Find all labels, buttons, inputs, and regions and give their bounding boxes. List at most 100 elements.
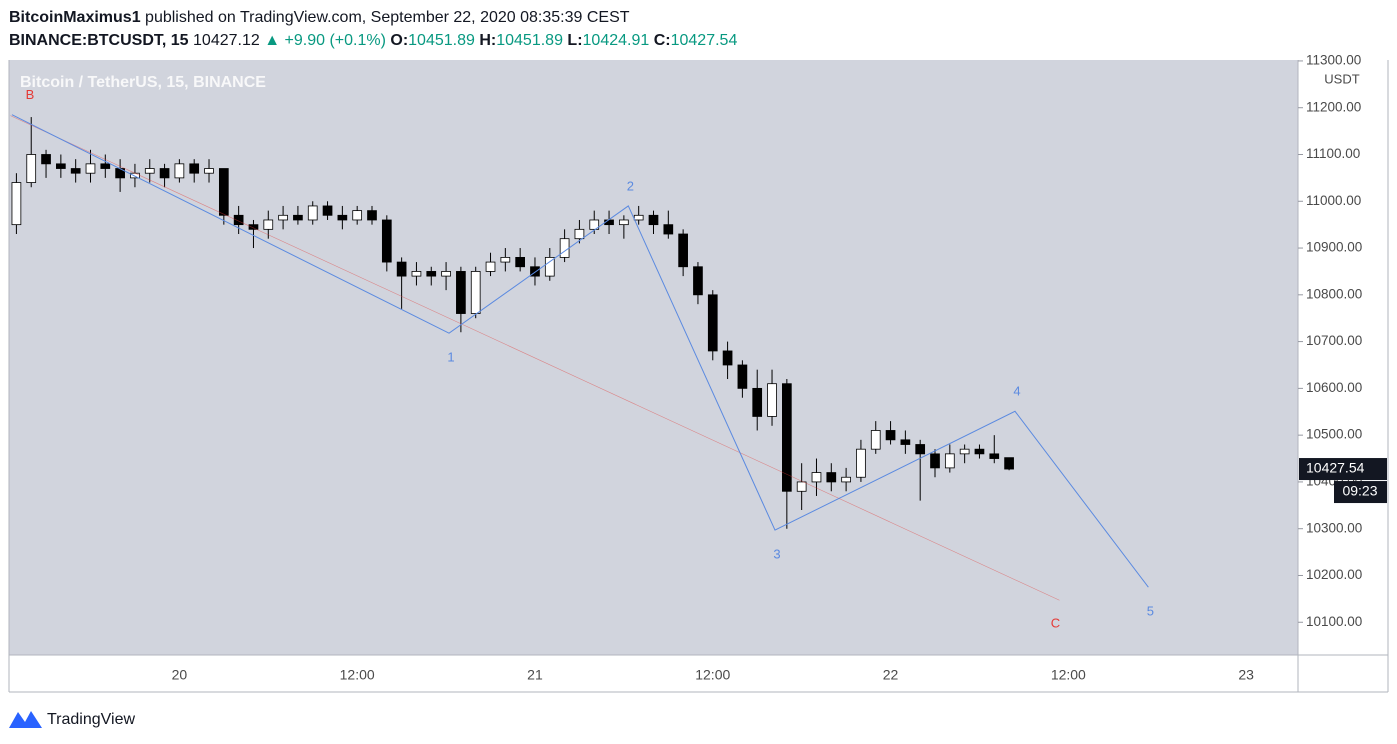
candle-body [396, 261, 407, 277]
y-unit: USDT [1324, 71, 1359, 86]
candle-body [381, 219, 392, 263]
wave-label: B [26, 87, 35, 102]
candle-body [782, 383, 792, 492]
candle-body [841, 476, 851, 483]
y-tick-label: 11200.00 [1306, 99, 1361, 114]
candle-body [722, 350, 733, 366]
candles [11, 117, 1014, 529]
y-tick-label: 10800.00 [1306, 286, 1362, 301]
wave-label: 4 [1013, 384, 1020, 399]
ohlc-label: H: [479, 32, 497, 49]
candle-body [174, 163, 185, 179]
candle-body [70, 168, 81, 174]
header: BitcoinMaximus1 published on TradingView… [9, 6, 737, 52]
candle-body [307, 205, 318, 221]
countdown: 09:23 [1342, 483, 1377, 499]
wave-line [11, 114, 1149, 588]
candle-body [85, 163, 96, 174]
author: BitcoinMaximus1 [9, 9, 141, 26]
candle-body [900, 439, 911, 445]
y-tick-label: 10700.00 [1306, 333, 1362, 348]
y-tick-label: 10900.00 [1306, 240, 1362, 255]
watermark: Bitcoin / TetherUS, 15, BINANCE [20, 74, 266, 91]
wave-label: 2 [627, 178, 634, 193]
x-tick-label: 12:00 [1051, 667, 1086, 683]
candle-body [218, 168, 229, 216]
candle-body [974, 448, 985, 455]
candle-body [930, 453, 940, 469]
y-tick-label: 10200.00 [1306, 567, 1362, 582]
footer-logo: TradingView [9, 711, 135, 728]
candle-body [989, 453, 1000, 459]
candle-body [1004, 457, 1014, 470]
candle-body [544, 256, 555, 277]
brand: TradingView [47, 711, 135, 728]
candle-body [500, 256, 511, 263]
candle-body [678, 233, 688, 268]
candle-body [559, 238, 570, 258]
ohlc-value: 10451.89 [496, 32, 563, 49]
candle-body [322, 205, 333, 216]
candle-body [811, 472, 822, 483]
candle-body [648, 214, 659, 226]
candle-body [337, 214, 348, 221]
ohlc-value: 10451.89 [408, 32, 475, 49]
candle-body [56, 163, 66, 169]
candle-body [248, 224, 259, 230]
candle-body [11, 182, 22, 226]
candle-body [233, 214, 244, 226]
candle-body [693, 266, 703, 296]
change: +9.90 (+0.1%) [284, 32, 386, 49]
candle-body [352, 210, 363, 221]
candle-body [411, 271, 422, 277]
header-line-2: BINANCE:BTCUSDT, 15 10427.12 ▲ +9.90 (+0… [9, 29, 737, 52]
x-tick-label: 20 [172, 667, 188, 683]
candle-body [663, 224, 674, 235]
candle-body [633, 214, 644, 221]
candle-body [885, 430, 896, 441]
x-tick-label: 22 [883, 667, 899, 683]
candle-body [456, 271, 466, 314]
candle-body [515, 256, 525, 268]
logo-icon [9, 711, 42, 728]
candle-body [485, 261, 496, 272]
last-price-badge [1299, 458, 1387, 481]
candle-body [767, 383, 777, 417]
candle-body [856, 448, 866, 478]
candle-body [26, 154, 37, 183]
y-tick-label: 11300.00 [1306, 52, 1361, 67]
candle-body [826, 472, 837, 483]
target-line [10, 115, 1060, 601]
candle-body [144, 168, 155, 174]
candle-body [530, 266, 540, 277]
symbol: BINANCE:BTCUSDT, 15 [9, 32, 189, 49]
countdown-badge [1334, 481, 1387, 504]
candle-body [737, 364, 748, 389]
candle-body [159, 168, 170, 179]
header-line-1: BitcoinMaximus1 published on TradingView… [9, 6, 737, 29]
candle-body [944, 453, 955, 469]
candle-body [959, 448, 970, 455]
candle-body [870, 430, 881, 450]
candle-body [619, 219, 629, 226]
ohlc-value: 10427.54 [670, 32, 738, 49]
x-tick-label: 23 [1238, 667, 1254, 683]
ohlc-label: L: [567, 32, 583, 49]
ohlc-value: 10424.91 [582, 32, 650, 49]
y-tick-label: 10500.00 [1306, 427, 1362, 442]
candle-body [426, 271, 437, 277]
x-tick-label: 12:00 [695, 667, 730, 683]
candle-body [441, 271, 451, 277]
candle-body [707, 294, 718, 352]
plot-background [9, 60, 1298, 655]
candle-body [263, 219, 274, 230]
y-tick-label: 10300.00 [1306, 520, 1362, 535]
target-label: C [1051, 616, 1060, 631]
candle-body [589, 219, 600, 230]
y-tick-label: 11000.00 [1306, 193, 1361, 208]
y-tick-label: 10600.00 [1306, 380, 1362, 395]
x-tick-label: 21 [527, 667, 543, 683]
candle-body [100, 163, 111, 169]
candle-body [367, 210, 377, 221]
